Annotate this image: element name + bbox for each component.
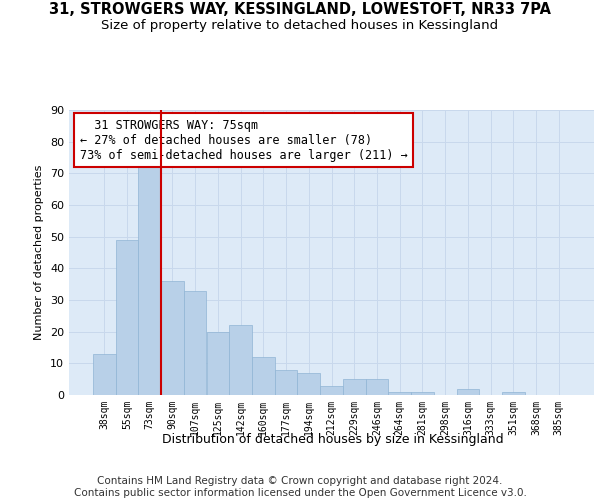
Bar (365, 379, 388, 395)
Bar (93, 354, 116, 395)
Y-axis label: Number of detached properties: Number of detached properties (34, 165, 44, 340)
Text: Distribution of detached houses by size in Kessingland: Distribution of detached houses by size … (162, 432, 504, 446)
Bar (161, 281, 184, 395)
Bar (343, 379, 365, 395)
Bar (320, 386, 343, 395)
Text: 31, STROWGERS WAY, KESSINGLAND, LOWESTOFT, NR33 7PA: 31, STROWGERS WAY, KESSINGLAND, LOWESTOF… (49, 2, 551, 18)
Bar (298, 373, 320, 395)
Text: 31 STROWGERS WAY: 75sqm
← 27% of detached houses are smaller (78)
73% of semi-de: 31 STROWGERS WAY: 75sqm ← 27% of detache… (79, 118, 407, 162)
Bar (116, 240, 139, 395)
Bar (388, 392, 411, 395)
Bar (184, 290, 206, 395)
Bar (252, 357, 275, 395)
Text: Contains HM Land Registry data © Crown copyright and database right 2024.
Contai: Contains HM Land Registry data © Crown c… (74, 476, 526, 498)
Bar (229, 326, 252, 395)
Bar (206, 332, 229, 395)
Text: Size of property relative to detached houses in Kessingland: Size of property relative to detached ho… (101, 19, 499, 32)
Bar (411, 392, 434, 395)
Bar (139, 160, 161, 395)
Bar (457, 388, 479, 395)
Bar (275, 370, 298, 395)
Bar (502, 392, 524, 395)
